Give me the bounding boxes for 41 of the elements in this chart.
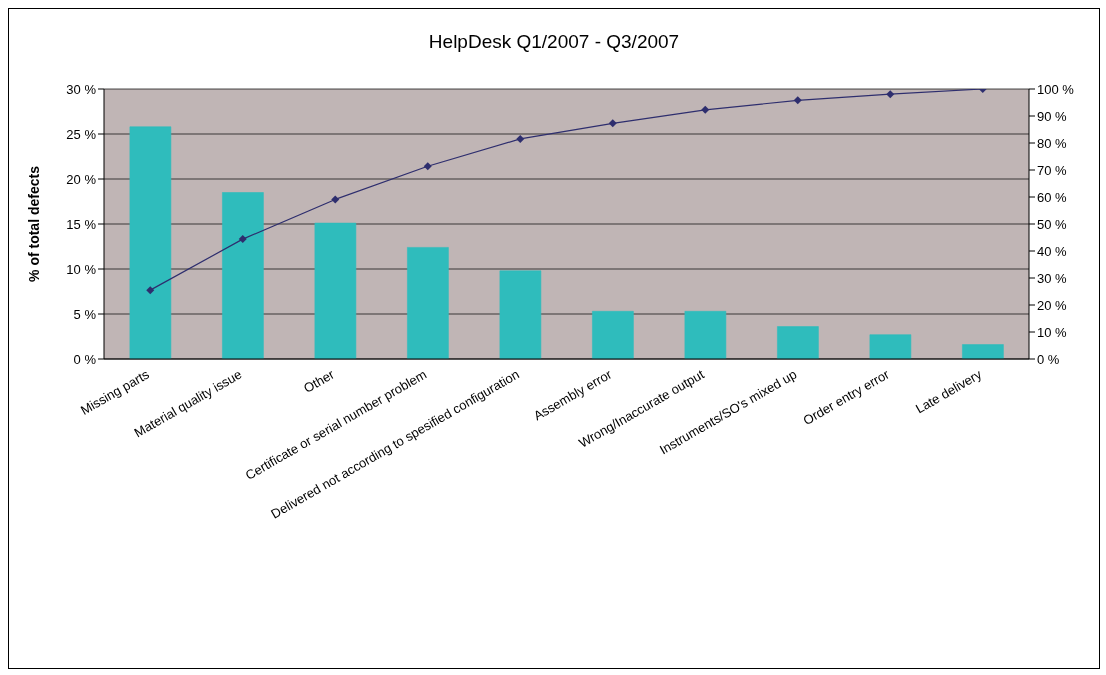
bar bbox=[592, 311, 634, 359]
bar bbox=[222, 192, 264, 359]
point bbox=[516, 134, 525, 143]
y2-tick-label: 10 % bbox=[1037, 324, 1068, 340]
y-tick-label: 10 % bbox=[66, 261, 97, 277]
point bbox=[886, 90, 895, 99]
y-tick-label: 0 % bbox=[73, 351, 97, 367]
bar bbox=[962, 344, 1004, 359]
point bbox=[701, 105, 710, 114]
y2-tick-label: 90 % bbox=[1037, 108, 1068, 124]
y-tick-label: 15 % bbox=[66, 216, 97, 232]
x-tick-label: Other bbox=[301, 366, 338, 396]
y2-tick-label: 40 % bbox=[1037, 243, 1068, 259]
y-tick-label: 5 % bbox=[73, 306, 97, 322]
point bbox=[146, 286, 155, 295]
point bbox=[793, 96, 802, 105]
point bbox=[423, 162, 432, 171]
bar bbox=[314, 222, 357, 359]
bar bbox=[129, 126, 172, 359]
y2-tick-label: 20 % bbox=[1037, 297, 1068, 313]
y2-tick-label: 100 % bbox=[1037, 81, 1075, 97]
y2-tick-label: 0 % bbox=[1037, 351, 1060, 367]
point bbox=[331, 195, 340, 204]
point bbox=[238, 235, 247, 244]
y2-tick-label: 70 % bbox=[1037, 162, 1068, 178]
point bbox=[608, 119, 617, 128]
y2-tick-label: 60 % bbox=[1037, 189, 1068, 205]
y-axis-title: % of total defects bbox=[25, 165, 42, 282]
x-tick-label: Order entry error bbox=[800, 366, 893, 428]
bar bbox=[407, 247, 449, 359]
y-tick-label: 25 % bbox=[66, 126, 97, 142]
y-tick-label: 30 % bbox=[66, 81, 97, 97]
y2-tick-label: 50 % bbox=[1037, 216, 1068, 232]
chart-title: HelpDesk Q1/2007 - Q3/2007 bbox=[427, 31, 681, 53]
bar bbox=[869, 334, 912, 359]
y-tick-label: 20 % bbox=[66, 171, 97, 187]
y2-tick-label: 80 % bbox=[1037, 135, 1068, 151]
bar bbox=[684, 311, 727, 359]
bar bbox=[499, 270, 542, 359]
y2-tick-label: 30 % bbox=[1037, 270, 1068, 286]
bar bbox=[777, 326, 819, 359]
